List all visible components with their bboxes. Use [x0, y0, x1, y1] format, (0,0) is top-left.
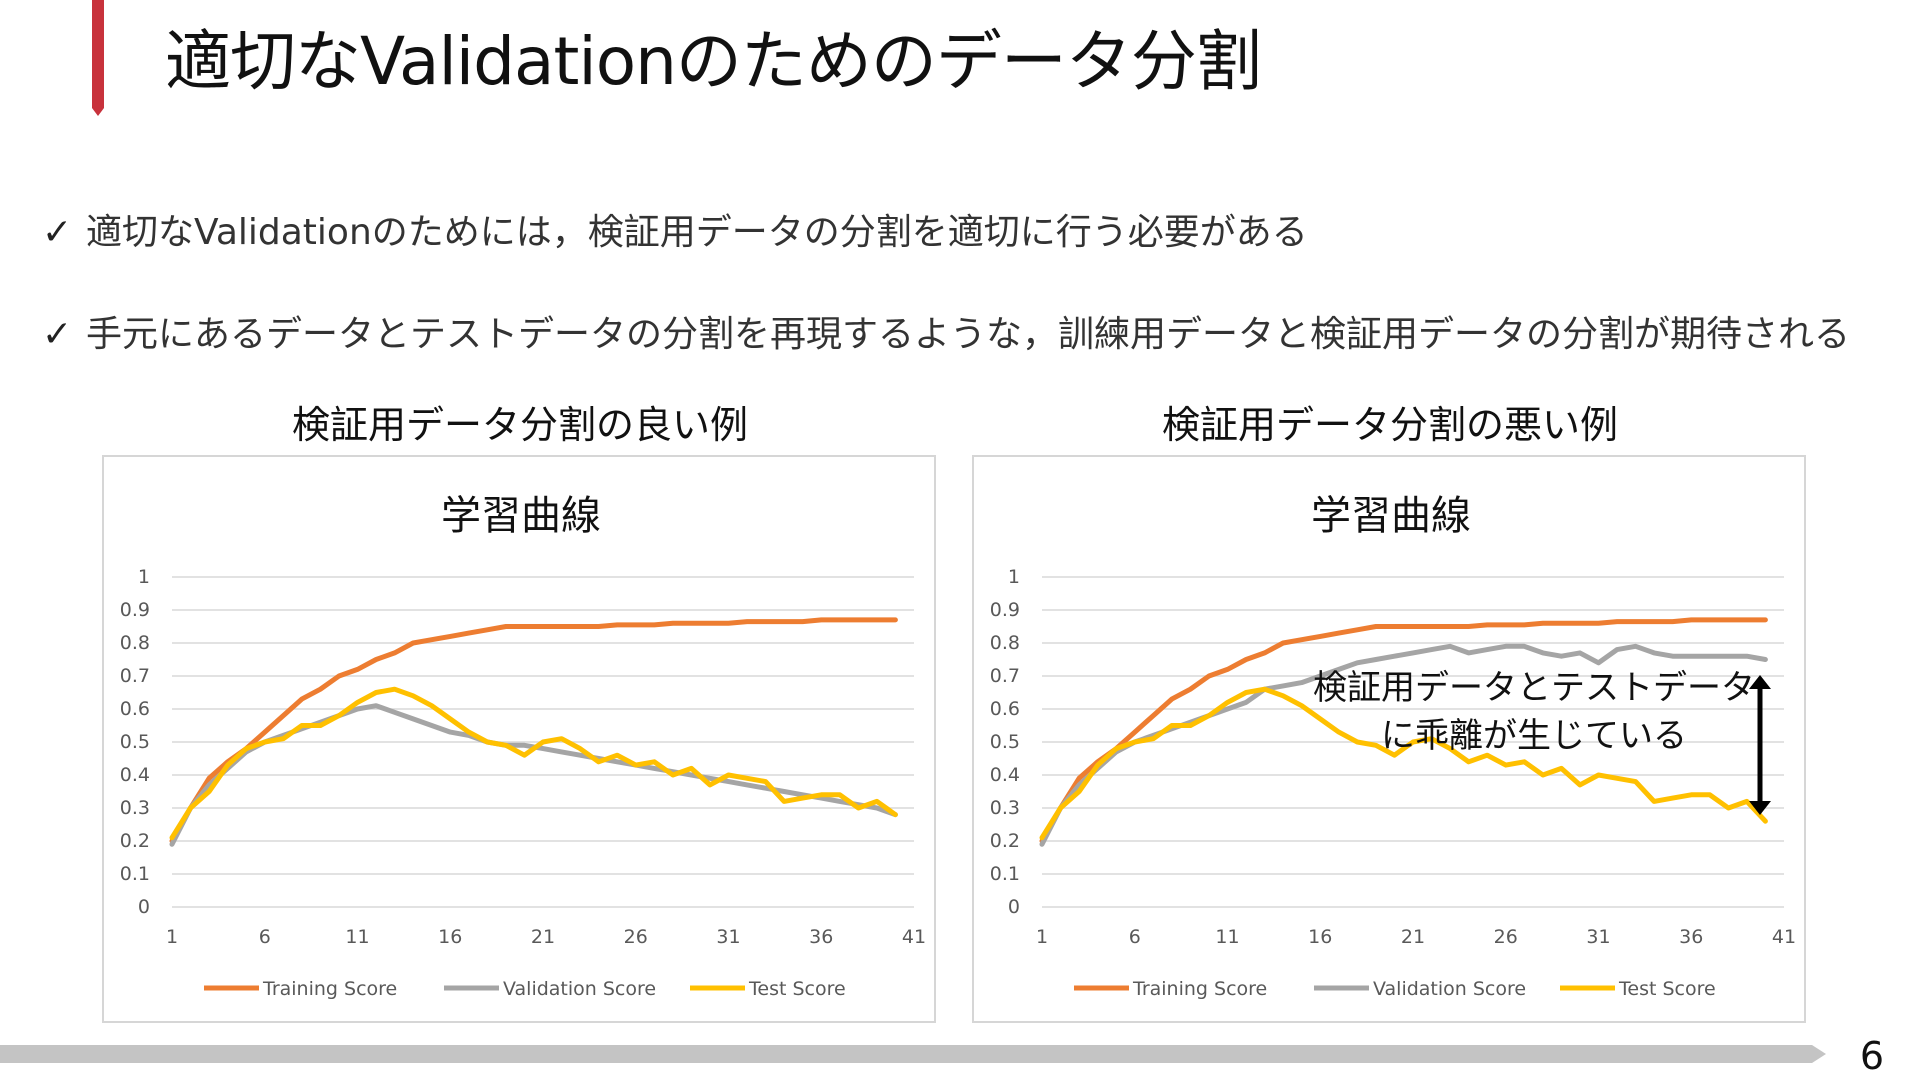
x-tick-label: 11: [345, 926, 369, 948]
y-tick-label: 0.1: [990, 863, 1020, 885]
x-tick-label: 41: [902, 926, 926, 948]
legend-label: Test Score: [1618, 978, 1716, 1000]
bullet-item: ✓ 手元にあるデータとテストデータの分割を再現するような，訓練用データと検証用デー…: [42, 305, 1850, 357]
arrow-head-up-icon: [1749, 675, 1771, 689]
annotation-text: 検証用データとテストデータ: [1313, 668, 1755, 708]
y-tick-label: 0.5: [120, 731, 150, 753]
check-icon: ✓: [42, 212, 73, 253]
footer-progress-bar: [0, 1045, 1826, 1063]
x-tick-label: 16: [438, 926, 462, 948]
legend-label: Training Score: [1132, 978, 1267, 1000]
x-tick-label: 6: [1129, 926, 1141, 948]
bad-example-chart: 学習曲線 0 0.1 0.2 0.3 0.4 0.5 0.6 0.7 0.8 0.9 1 1 6 11 16 2…: [972, 455, 1806, 1023]
x-tick-label: 21: [1401, 926, 1425, 948]
chart-title: 学習曲線: [1311, 493, 1471, 539]
y-tick-label: 0.7: [120, 665, 150, 687]
y-tick-label: 0.1: [120, 863, 150, 885]
y-tick-label: 0: [138, 896, 150, 918]
x-tick-label: 16: [1308, 926, 1332, 948]
y-tick-label: 0.9: [990, 599, 1020, 621]
x-tick-label: 41: [1772, 926, 1796, 948]
y-tick-label: 0.4: [990, 764, 1020, 786]
series-line: [169, 617, 898, 844]
y-tick-label: 0: [1008, 896, 1020, 918]
y-tick-label: 0.6: [990, 698, 1020, 720]
y-tick-label: 1: [1008, 566, 1020, 588]
annotation-text: に乖離が生じている: [1381, 716, 1687, 756]
legend-label: Training Score: [262, 978, 397, 1000]
x-tick-label: 31: [1586, 926, 1610, 948]
x-tick-label: 31: [716, 926, 740, 948]
good-example-heading: 検証用データ分割の良い例: [291, 403, 748, 447]
x-tick-label: 36: [809, 926, 833, 948]
good-example-chart: 学習曲線 0 0.1 0.2 0.3 0.4 0.5 0.6 0.7 0.8 0.9 1 1 6 11 16 2…: [102, 455, 936, 1023]
series-line: [1039, 686, 1768, 841]
y-tick-label: 0.8: [990, 632, 1020, 654]
x-tick-label: 6: [259, 926, 271, 948]
y-tick-label: 0.6: [120, 698, 150, 720]
bullet-text: 適切なValidationのためには，検証用データの分割を適切に行う必要がある: [86, 212, 1308, 253]
arrow-head-down-icon: [1749, 801, 1771, 815]
check-icon: ✓: [42, 314, 73, 355]
bad-example-heading: 検証用データ分割の悪い例: [1161, 403, 1618, 447]
y-tick-label: 0.4: [120, 764, 150, 786]
y-tick-label: 0.3: [120, 797, 150, 819]
x-tick-label: 1: [166, 926, 178, 948]
x-tick-label: 11: [1215, 926, 1239, 948]
legend-label: Validation Score: [503, 978, 656, 1000]
slide-title: 適切なValidationのためのデータ分割: [165, 23, 1262, 100]
y-tick-label: 0.8: [120, 632, 150, 654]
series-line: [169, 686, 898, 841]
x-tick-label: 1: [1036, 926, 1048, 948]
x-tick-label: 36: [1679, 926, 1703, 948]
page-number: 6: [1859, 1034, 1884, 1078]
legend-label: Validation Score: [1373, 978, 1526, 1000]
title-accent-bar: [92, 0, 104, 116]
y-tick-label: 0.2: [990, 830, 1020, 852]
x-tick-label: 26: [624, 926, 648, 948]
x-tick-label: 21: [531, 926, 555, 948]
series-line: [1039, 617, 1768, 844]
legend-label: Test Score: [748, 978, 846, 1000]
y-tick-label: 1: [138, 566, 150, 588]
chart-title: 学習曲線: [441, 493, 601, 539]
y-tick-label: 0.9: [120, 599, 150, 621]
y-tick-label: 0.5: [990, 731, 1020, 753]
y-tick-label: 0.2: [120, 830, 150, 852]
bullet-text: 手元にあるデータとテストデータの分割を再現するような，訓練用データと検証用データ…: [86, 314, 1851, 355]
x-tick-label: 26: [1494, 926, 1518, 948]
y-tick-label: 0.3: [990, 797, 1020, 819]
y-tick-label: 0.7: [990, 665, 1020, 687]
bullet-item: ✓ 適切なValidationのためには，検証用データの分割を適切に行う必要がある: [42, 203, 1308, 255]
